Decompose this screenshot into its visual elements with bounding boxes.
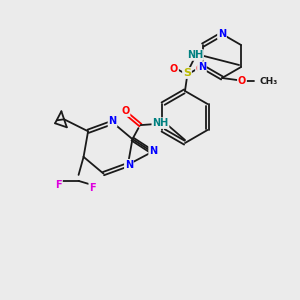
Text: N: N	[109, 116, 117, 126]
Text: N: N	[218, 29, 226, 39]
Text: N: N	[125, 160, 133, 170]
Text: O: O	[196, 64, 204, 74]
Text: CH₃: CH₃	[260, 76, 278, 85]
Text: N: N	[149, 146, 157, 156]
Text: S: S	[183, 68, 191, 78]
Text: O: O	[238, 76, 246, 86]
Text: F: F	[89, 183, 96, 193]
Text: O: O	[170, 64, 178, 74]
Text: O: O	[121, 106, 130, 116]
Text: NH: NH	[152, 118, 169, 128]
Text: N: N	[198, 62, 206, 72]
Text: NH: NH	[187, 50, 203, 60]
Text: F: F	[55, 180, 62, 190]
